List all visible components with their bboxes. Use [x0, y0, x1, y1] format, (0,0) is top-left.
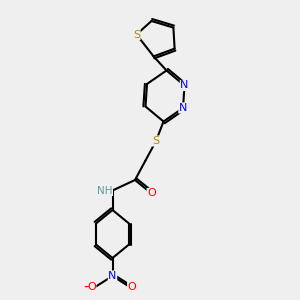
Text: O: O	[147, 188, 156, 199]
Text: N: N	[180, 80, 189, 91]
Text: O: O	[87, 282, 96, 292]
Text: O: O	[128, 282, 136, 292]
Text: -: -	[83, 278, 89, 293]
Text: S: S	[152, 136, 160, 146]
Text: NH: NH	[97, 185, 112, 196]
Text: N: N	[108, 271, 117, 281]
Text: S: S	[133, 29, 140, 40]
Text: N: N	[179, 103, 187, 113]
